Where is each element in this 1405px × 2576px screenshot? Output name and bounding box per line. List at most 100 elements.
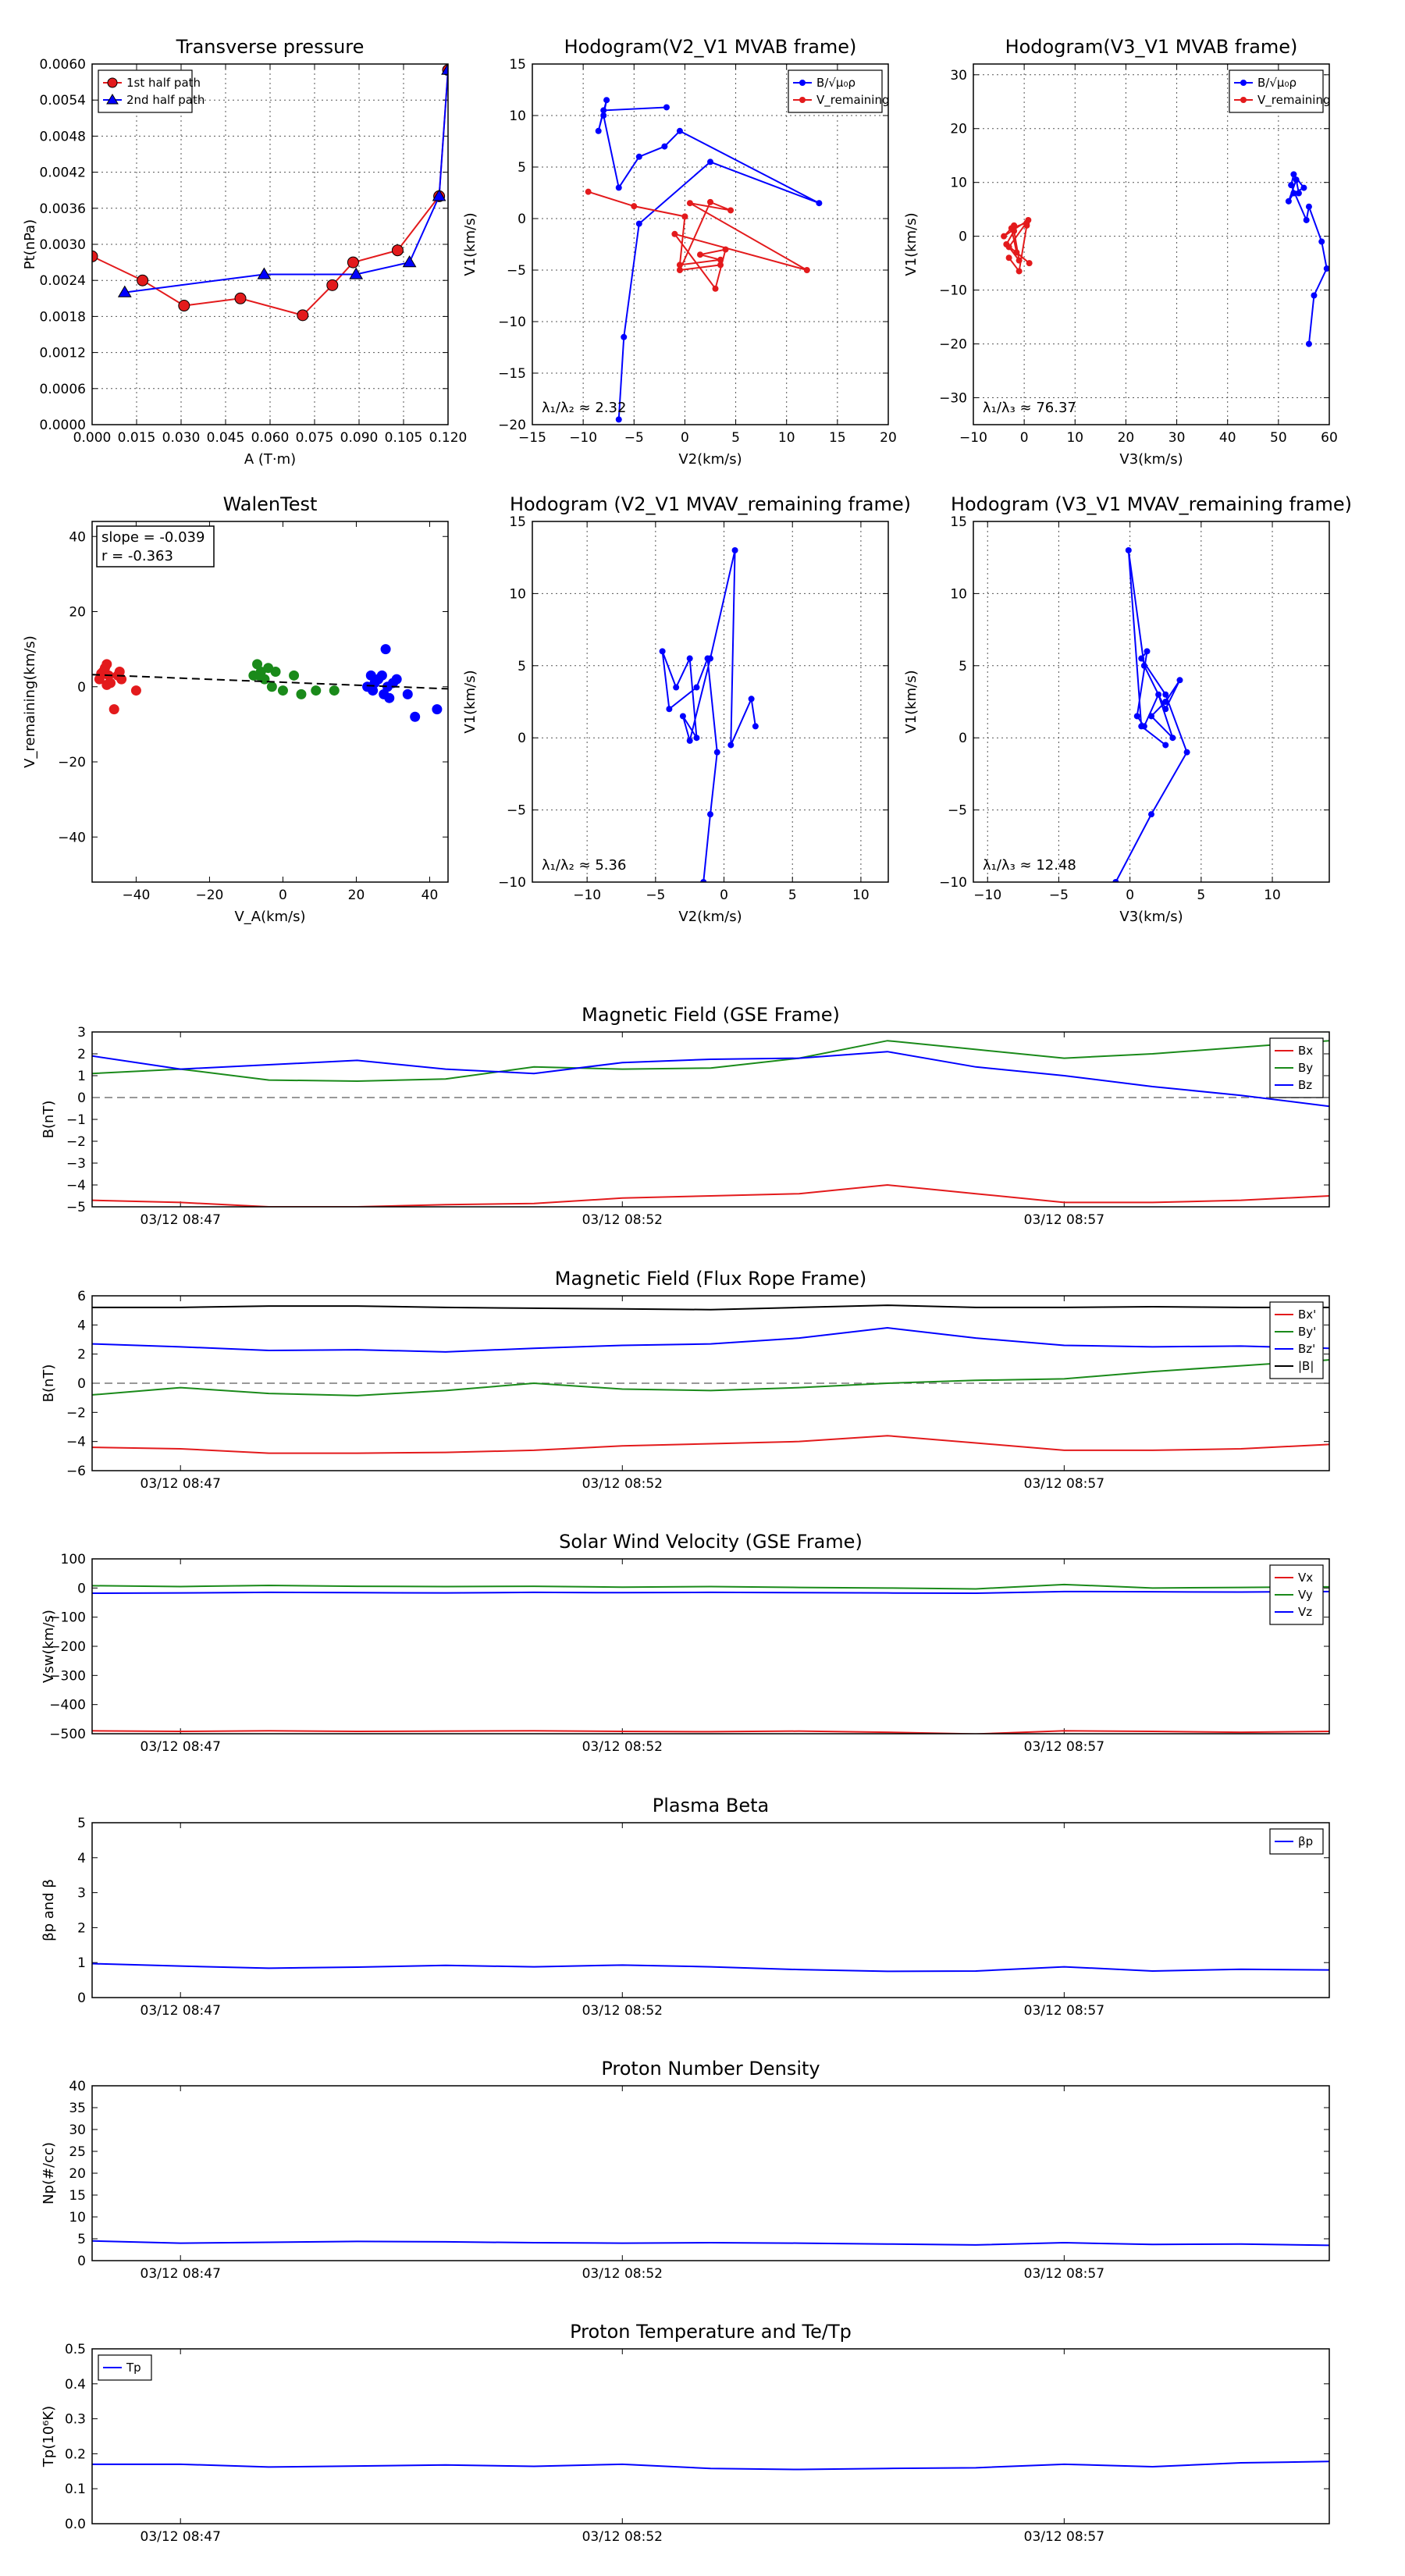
data-point [1162,691,1169,698]
chart-title: Transverse pressure [176,36,365,58]
y-tick-label: 0.0012 [40,346,86,361]
x-tick-label: 03/12 08:47 [140,2003,221,2019]
data-point [380,644,391,655]
y-tick-label: 10 [509,109,526,124]
series-line-0 [597,99,820,420]
data-point [101,659,112,670]
data-point [731,546,738,553]
data-point [254,670,265,681]
data-point [349,267,364,279]
ratio-annotation: λ₁/λ₂ ≈ 5.36 [542,857,626,873]
data-point [676,267,683,273]
x-tick-label: 0 [1020,430,1029,446]
x-tick-label: 0.090 [340,430,379,446]
data-point [727,207,735,214]
legend-entry: Bz [1298,1078,1312,1092]
y-tick-label: 4 [77,1851,86,1866]
data-point [117,285,132,297]
data-point [693,735,700,742]
x-tick-label: 20 [880,430,897,446]
data-point [681,213,688,220]
y-tick-label: 20 [950,122,967,137]
data-point [600,107,607,114]
x-tick-label: 03/12 08:47 [140,1476,221,1492]
plot-frame [532,521,889,883]
y-tick-label: −200 [49,1639,86,1655]
series-line-0 [92,1962,1329,1973]
data-point [696,251,703,258]
x-tick-label: 20 [348,888,365,903]
x-axis-label: V2(km/s) [678,909,742,925]
legend-entry: Bz' [1298,1342,1315,1356]
y-tick-label: 15 [509,514,526,530]
y-tick-label: −10 [939,875,967,891]
tick-marks [92,2348,1329,2524]
plot-frame [91,521,449,883]
x-tick-label: 60 [1321,430,1338,446]
x-tick-label: −10 [973,888,1001,903]
ratio-annotation: λ₁/λ₃ ≈ 76.37 [983,400,1076,416]
x-tick-label: −10 [573,888,601,903]
chart-title: Proton Temperature and Te/Tp [570,2321,852,2343]
legend-marker [799,97,806,103]
x-tick-label: 03/12 08:52 [582,2003,663,2019]
chart-p1: Transverse pressure 0.000 0.015 0.030 0.045 0… [22,36,467,468]
legend-entry: B/√μ₀ρ [1257,76,1297,90]
y-tick-label: 0.0018 [40,309,86,325]
data-layer [92,1962,1329,1973]
data-layer [92,1583,1329,1734]
y-axis-label: Vsw(km/s) [41,1610,57,1683]
x-axis-label: V2(km/s) [678,451,742,468]
y-tick-label: −6 [66,1464,86,1479]
y-axis-label: V1(km/s) [903,670,919,733]
legend-entry: Vx [1298,1571,1313,1585]
legend-entry: 1st half path [126,76,201,90]
y-tick-label: −5 [507,803,526,819]
legend-marker [107,77,118,88]
x-tick-label: 0.030 [162,430,201,446]
data-point [391,244,404,257]
data-point [1005,244,1012,251]
y-tick-label: −500 [49,1727,86,1742]
x-tick-label: 03/12 08:52 [582,2529,663,2545]
y-tick-label: 2 [77,1920,86,1936]
legend-entry: Vy [1298,1588,1313,1602]
data-point [1323,265,1329,272]
y-tick-label: 0.1 [65,2482,86,2497]
data-point [713,749,720,756]
data-point [1155,691,1162,698]
chart-p7: Magnetic Field (GSE Frame) 03/12 08:47 03/… [41,1004,1330,1228]
data-point [1013,249,1020,256]
data-point [676,127,683,134]
x-tick-label: 50 [1270,430,1287,446]
x-tick-label: 30 [1168,430,1186,446]
x-tick-label: 0.060 [251,430,290,446]
y-tick-label: 5 [518,160,526,176]
data-layer [1112,546,1190,882]
x-tick-label: 03/12 08:47 [140,2529,221,2545]
data-point [326,279,339,291]
y-tick-label: 0.0054 [40,93,86,109]
y-axis-label: V1(km/s) [462,670,478,733]
y-tick-label: 0.0048 [40,129,86,144]
data-point [116,674,127,685]
data-point [384,692,395,703]
data-point [663,104,670,111]
x-tick-label: 03/12 08:57 [1024,2266,1104,2282]
data-point [712,285,719,292]
y-tick-label: 0.0000 [40,418,86,433]
data-point [296,688,307,699]
tick-marks [973,521,1329,883]
y-tick-label: −1 [66,1112,86,1128]
data-layer [92,1304,1329,1454]
data-point [635,153,642,160]
y-tick-label: 25 [69,2144,86,2160]
data-point [686,737,693,744]
y-tick-label: 0.5 [65,2342,86,2357]
x-tick-label: 40 [422,888,439,903]
legend-entry: |B| [1298,1359,1314,1373]
y-tick-label: −5 [948,803,967,819]
plot-frame [91,1295,1330,1471]
y-tick-label: 10 [509,586,526,602]
chart-p3: Hodogram(V3_V1 MVAB frame) −10 0 10 20 30 40 50… [903,36,1338,468]
